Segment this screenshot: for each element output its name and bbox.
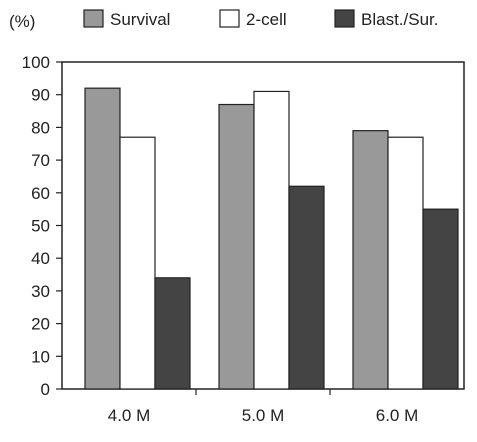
y-axis-label: (%)	[9, 12, 35, 31]
legend: Survival 2-cell Blast./Sur.	[84, 10, 438, 29]
bars	[85, 88, 458, 389]
legend-label: Blast./Sur.	[361, 10, 438, 29]
y-tick-label: 20	[31, 315, 50, 334]
y-axis-ticks: 0 10 20 30 40 50 60 70 80 90 100	[22, 53, 62, 399]
legend-swatch	[84, 10, 103, 27]
x-tick-label: 6.0 M	[376, 406, 419, 425]
bar-blast-sur-6-0-M	[423, 209, 458, 389]
bar-2-cell-4-0-M	[120, 137, 155, 389]
y-tick-label: 80	[31, 118, 50, 137]
y-tick-label: 70	[31, 151, 50, 170]
y-tick-label: 90	[31, 86, 50, 105]
x-tick-label: 4.0 M	[108, 406, 151, 425]
bar-survival-6-0-M	[353, 131, 388, 389]
x-axis-labels: 4.0 M 5.0 M 6.0 M	[108, 389, 419, 425]
bar-2-cell-6-0-M	[388, 137, 423, 389]
x-tick-label: 5.0 M	[242, 406, 285, 425]
bar-blast-sur-4-0-M	[155, 278, 190, 389]
legend-swatch	[220, 10, 239, 27]
y-tick-label: 100	[22, 53, 50, 72]
y-tick-label: 50	[31, 217, 50, 236]
bar-survival-5-0-M	[219, 105, 254, 389]
legend-swatch	[335, 10, 354, 27]
y-tick-label: 40	[31, 249, 50, 268]
legend-label: Survival	[110, 10, 170, 29]
bar-2-cell-5-0-M	[254, 91, 289, 389]
bar-blast-sur-5-0-M	[289, 186, 324, 389]
y-tick-label: 0	[41, 380, 50, 399]
y-tick-label: 30	[31, 282, 50, 301]
bar-survival-4-0-M	[85, 88, 120, 389]
y-tick-label: 10	[31, 347, 50, 366]
y-tick-label: 60	[31, 184, 50, 203]
legend-label: 2-cell	[246, 10, 287, 29]
